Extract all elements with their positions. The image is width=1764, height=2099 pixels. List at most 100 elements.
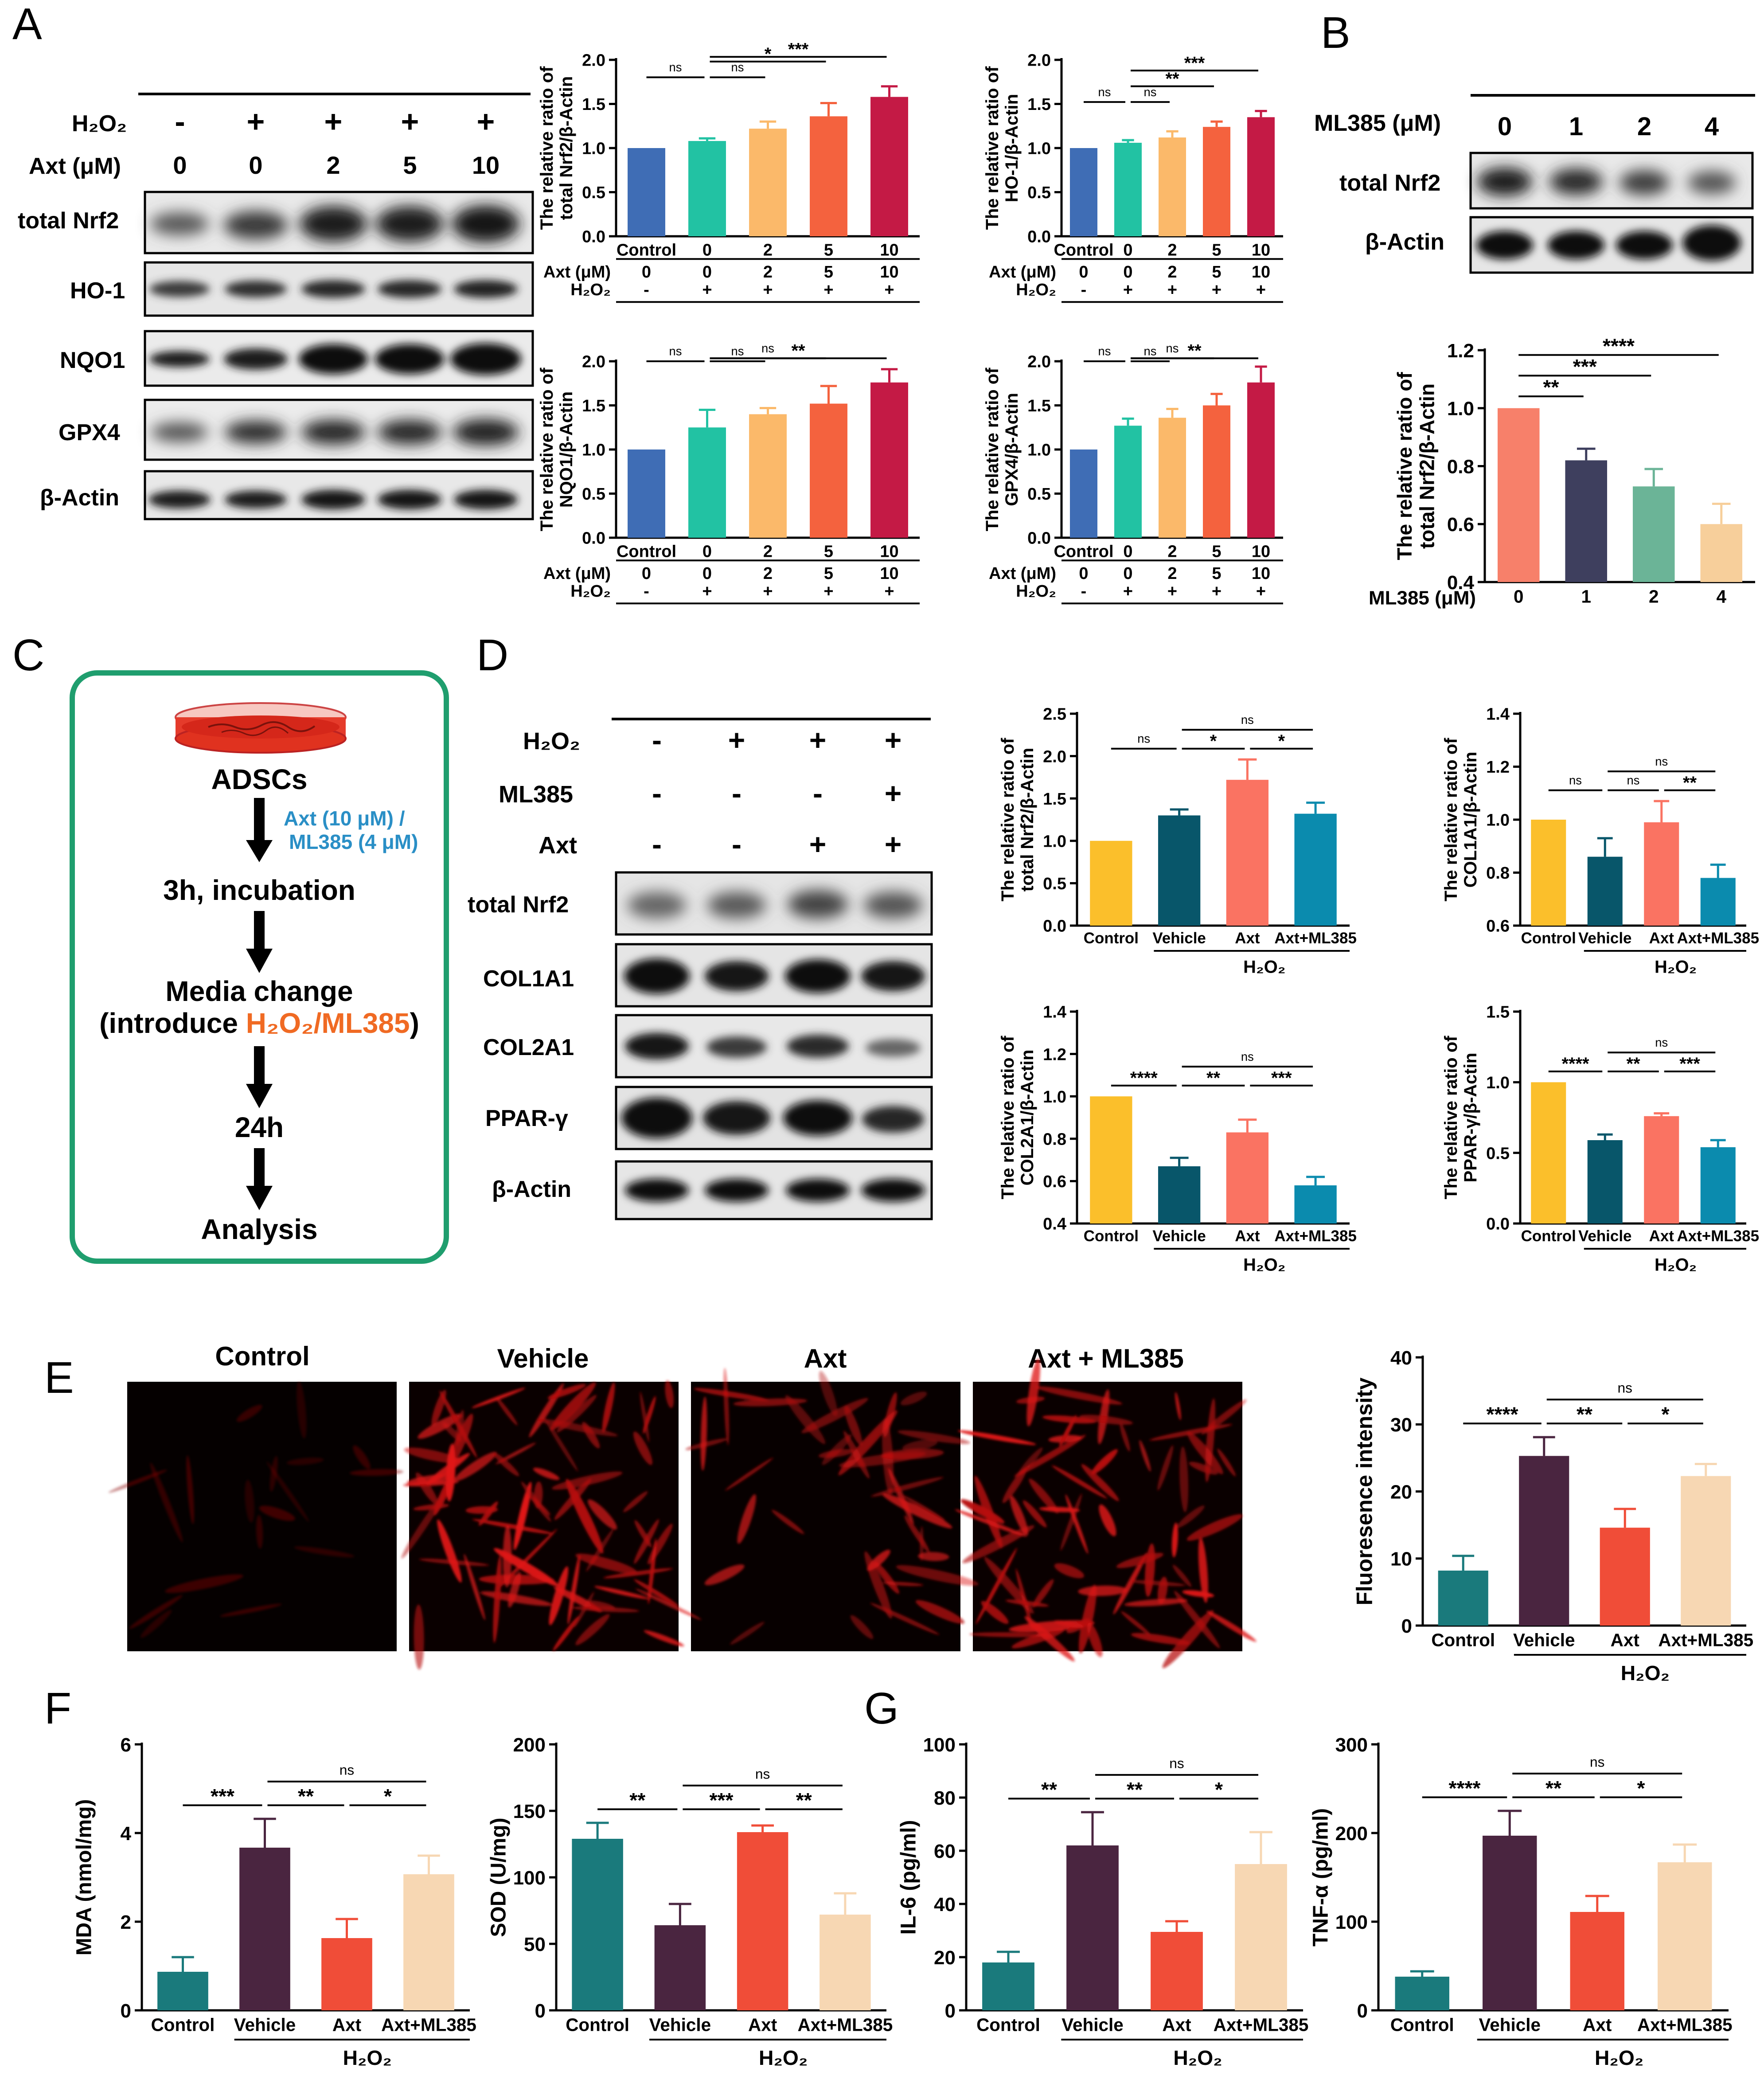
sub-row-value: 0: [702, 564, 712, 583]
x-tick-label: 1: [1581, 586, 1591, 607]
significance-label: ns: [1098, 85, 1111, 99]
panel-b-dose-3: 4: [1705, 112, 1719, 141]
fluorescent-cell: [439, 1390, 477, 1458]
x-tick-label: Control: [617, 241, 676, 260]
fluorescence-image-control: [127, 1382, 397, 1651]
y-axis-label-line: GPX4/β-Actin: [1002, 393, 1022, 506]
panel-a-bands-actin: [148, 490, 518, 509]
sub-row-value: +: [1256, 582, 1266, 601]
panel-d-blot-label-col2a1: COL2A1: [483, 1035, 574, 1060]
y-axis-label-line: TNF-α (pg/ml): [1309, 1808, 1333, 1947]
panel-a-h2o2-sign-3: +: [401, 104, 419, 139]
fluorescent-cell: [704, 1564, 745, 1586]
y-tick-label: 1.5: [582, 397, 605, 415]
sub-row-label: Axt (μM): [989, 263, 1056, 281]
fluorescent-cell: [984, 1557, 1034, 1614]
panel-d-sign-0-0: -: [652, 723, 662, 756]
panel-letter-a: A: [12, 0, 42, 49]
sub-row-value: +: [823, 281, 833, 299]
x-tick-label: Control: [1084, 930, 1139, 947]
y-tick-label: 0.0: [1043, 917, 1066, 936]
panel-c-flowchart: ADSCs Axt (10 μM) / ML385 (4 μM) 3h, inc…: [70, 670, 449, 1264]
fluorescent-cell: [521, 1481, 551, 1522]
y-axis-label-line: total Nrf2/β-Actin: [1416, 383, 1439, 549]
sub-row-value: 0: [1123, 564, 1132, 583]
bar: [1587, 856, 1623, 926]
panel-c-step2b-h2o2: H₂O₂/ML385: [246, 1007, 410, 1039]
sub-row-value: 0: [1079, 263, 1088, 281]
fluorescent-cell: [575, 1553, 637, 1574]
y-tick-label: 0: [945, 2000, 956, 2022]
fluorescent-cell: [1029, 1478, 1059, 1513]
significance-label: **: [1543, 376, 1559, 399]
x-tick-label: Vehicle: [1513, 1630, 1575, 1650]
bar: [1700, 1147, 1736, 1223]
bar: [1159, 137, 1186, 236]
x-tick-label: 2: [1167, 543, 1177, 561]
panel-a-blot-label-nrf2: total Nrf2: [18, 208, 119, 234]
fluorescent-cell: [1175, 1392, 1181, 1420]
fluorescent-cell: [623, 1491, 648, 1513]
bar: [654, 1925, 706, 2010]
fluorescent-cell: [880, 1449, 944, 1460]
bar: [1114, 426, 1142, 538]
fluorescent-cell: [464, 1554, 485, 1620]
significance-label: ns: [1144, 344, 1157, 358]
y-tick-label: 0: [535, 2000, 546, 2022]
fluorescent-cell: [286, 1458, 324, 1465]
significance-label: ns: [761, 341, 774, 355]
fluorescent-cell: [900, 1392, 927, 1406]
y-tick-label: 0.4: [1043, 1215, 1066, 1234]
group-label: H₂O₂: [1621, 1661, 1670, 1685]
panel-d-sign-2-3: +: [885, 828, 902, 860]
fluorescent-cell: [150, 1462, 183, 1543]
y-tick-label: 1.2: [1486, 758, 1510, 777]
fluorescent-cell: [1026, 1358, 1040, 1427]
fluorescent-cell: [1131, 1633, 1190, 1645]
fluorescent-cell: [882, 1418, 894, 1495]
fluorescent-cell: [882, 1493, 952, 1528]
bar: [810, 116, 847, 236]
bar: [1294, 813, 1337, 926]
significance-label: *: [1210, 731, 1217, 751]
fluorescent-cell: [503, 1525, 512, 1588]
fluorescent-cell: [1078, 1584, 1097, 1653]
petri-dish-icon: [175, 702, 347, 754]
fluorescent-cell: [401, 1493, 445, 1559]
chart-g1: 0 20 40 60 80 100 IL-6 (pg/ml) Control Vehicle Ax…: [897, 1734, 1309, 2069]
fluorescent-cell: [1081, 1464, 1119, 1501]
y-tick-label: 50: [524, 1934, 546, 1955]
x-tick-label: Axt+ML385: [1658, 1630, 1753, 1650]
significance-label: **: [1545, 1777, 1561, 1800]
significance-label: *: [1278, 731, 1285, 751]
x-tick-label: 0: [702, 543, 712, 561]
fluorescent-cell: [220, 1603, 282, 1617]
fluorescent-cell: [633, 1431, 652, 1465]
fluorescent-cell: [874, 1561, 899, 1594]
bar: [1247, 117, 1275, 236]
panel-b-dose-0: 0: [1498, 112, 1512, 141]
bar: [1700, 878, 1736, 926]
x-tick-label: Vehicle: [234, 2015, 296, 2035]
fluorescent-cell: [1198, 1537, 1208, 1603]
fluorescent-cell: [454, 1452, 497, 1481]
x-tick-label: 2: [763, 241, 773, 260]
y-tick-label: 1.0: [582, 140, 605, 158]
x-tick-label: Axt: [1649, 1227, 1674, 1245]
y-tick-label: 20: [1390, 1481, 1412, 1503]
x-tick-label: 5: [824, 543, 833, 561]
x-tick-label: Vehicle: [1479, 2015, 1541, 2035]
y-tick-label: 1.0: [1043, 1088, 1066, 1106]
fluorescent-cell: [818, 1449, 854, 1458]
fluorescent-cell: [771, 1509, 804, 1534]
chart-d4: 0.0 0.5 1.0 1.5 The relative ratio ofPPAR-γ/…: [1441, 1003, 1759, 1275]
sub-row-value: +: [1167, 281, 1177, 299]
y-tick-label: 40: [1390, 1347, 1412, 1369]
panel-c-frame: [70, 670, 449, 1264]
panel-b-dose-1: 1: [1569, 112, 1583, 141]
y-axis-label-line: Fluoresence intensity: [1352, 1377, 1377, 1605]
x-tick-label: Axt: [332, 2015, 361, 2035]
fluorescent-cell: [404, 1447, 461, 1463]
sub-row-value: 10: [880, 564, 898, 583]
fluorescent-cell: [446, 1443, 456, 1502]
